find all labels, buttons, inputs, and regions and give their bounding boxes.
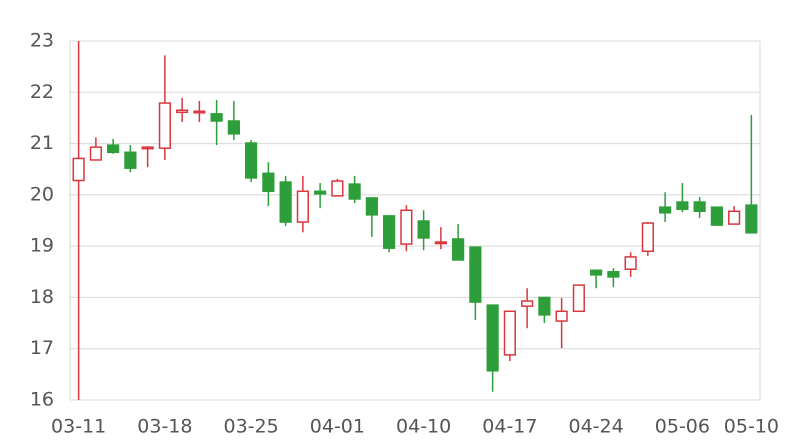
candle-body xyxy=(193,110,206,114)
candle-body xyxy=(400,209,413,245)
candle-body xyxy=(624,256,637,270)
y-tick-label: 20 xyxy=(30,183,54,205)
candle-body xyxy=(245,142,258,179)
candle-body xyxy=(486,304,499,372)
candle-body xyxy=(538,296,551,316)
candle-body xyxy=(279,181,292,223)
candle-body xyxy=(469,246,482,303)
x-tick-label: 04-24 xyxy=(569,416,624,438)
x-tick-label: 03-11 xyxy=(51,416,106,438)
candle-body xyxy=(710,206,723,226)
candle-body xyxy=(210,113,223,122)
x-tick-label: 04-10 xyxy=(396,416,451,438)
y-tick-label: 17 xyxy=(30,337,54,359)
candle-body xyxy=(641,222,654,253)
candle-body xyxy=(348,183,361,200)
candle-body xyxy=(262,172,275,193)
candle-body xyxy=(728,210,741,225)
candle-body xyxy=(227,120,240,135)
candle-body xyxy=(607,271,620,278)
candle-body xyxy=(590,269,603,276)
x-tick-label: 03-25 xyxy=(224,416,279,438)
candle-body xyxy=(176,109,189,114)
x-tick-label: 05-10 xyxy=(724,416,779,438)
x-tick-label: 03-18 xyxy=(137,416,192,438)
y-tick-label: 18 xyxy=(30,286,54,308)
candle-body xyxy=(383,215,396,249)
candle-body xyxy=(434,241,447,245)
candle-body xyxy=(72,157,85,182)
candle-body xyxy=(417,220,430,239)
y-tick-label: 23 xyxy=(30,30,54,52)
y-tick-label: 22 xyxy=(30,81,54,103)
y-tick-label: 19 xyxy=(30,235,54,257)
y-tick-label: 21 xyxy=(30,132,54,154)
candle-body xyxy=(141,146,154,150)
candle-body xyxy=(693,201,706,213)
candle-body xyxy=(314,190,327,195)
x-tick-label: 04-01 xyxy=(310,416,365,438)
candle-body xyxy=(572,284,585,313)
candle-body xyxy=(676,201,689,210)
candle-body xyxy=(89,146,102,161)
candle-body xyxy=(296,190,309,223)
candle-body xyxy=(503,310,516,356)
y-tick-label: 16 xyxy=(30,389,54,411)
candle-body xyxy=(452,238,465,261)
candle-body xyxy=(124,151,137,169)
candle-body xyxy=(745,204,758,234)
x-tick-label: 05-06 xyxy=(655,416,710,438)
candle-body xyxy=(158,102,171,149)
candle-body xyxy=(521,300,534,307)
candle-body xyxy=(107,144,120,154)
candle-body xyxy=(365,197,378,216)
candle-body xyxy=(659,206,672,214)
x-tick-label: 04-17 xyxy=(482,416,537,438)
candle-body xyxy=(331,180,344,197)
candle-body xyxy=(555,310,568,322)
